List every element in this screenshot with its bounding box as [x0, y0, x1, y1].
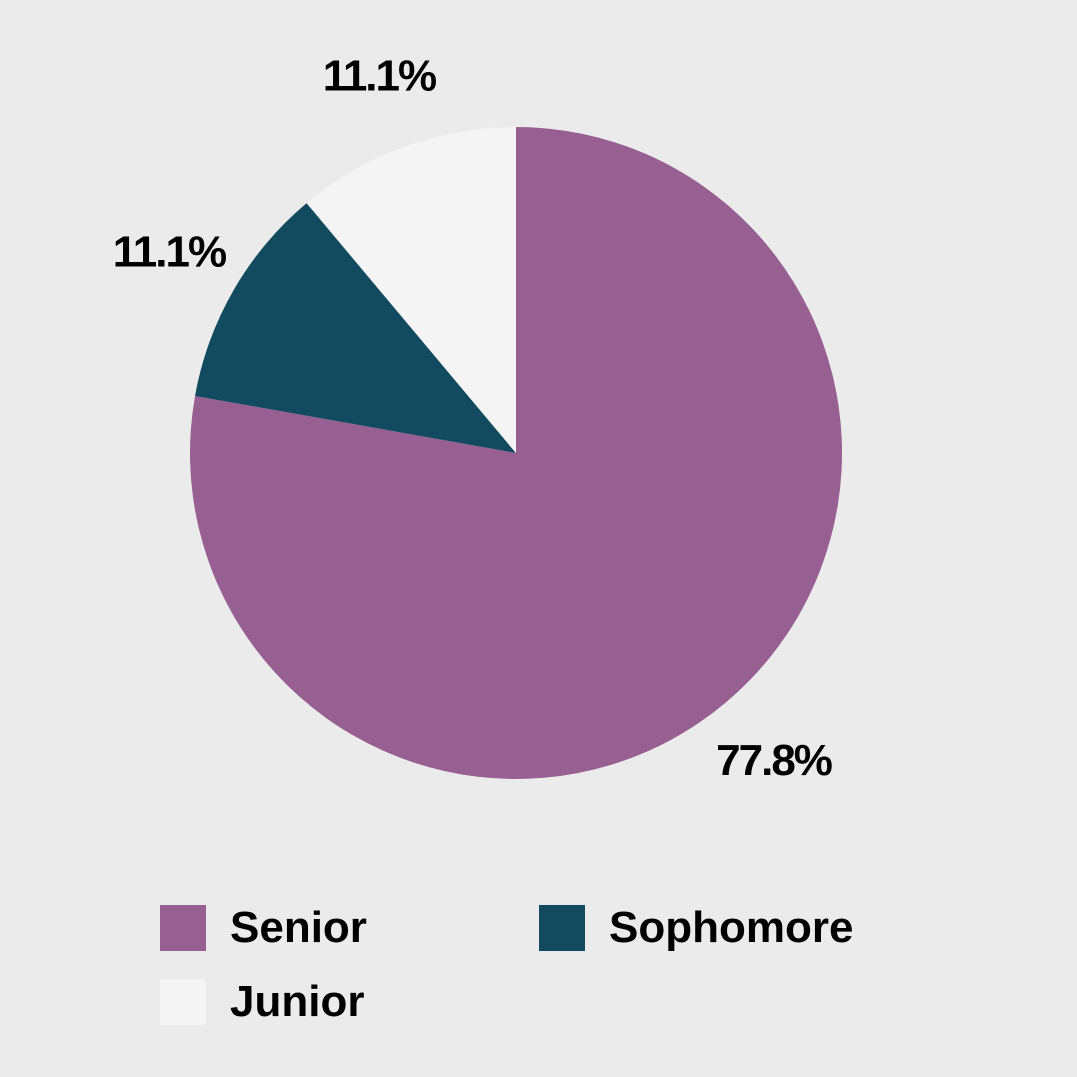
chart-legend: Senior Sophomore Junior — [160, 903, 920, 1034]
pie-slice-labels: 77.8% 11.1% 11.1% — [113, 52, 834, 785]
slice-label-sophomore: 11.1% — [113, 228, 226, 277]
pie-slice-sophomore — [195, 203, 516, 453]
legend-label-sophomore: Sophomore — [609, 903, 854, 952]
pie-chart-svg: 77.8% 11.1% 11.1% — [113, 52, 843, 785]
pie-slice-junior — [306, 127, 516, 453]
legend-label-senior: Senior — [230, 903, 367, 952]
pie-slices — [189, 127, 843, 779]
legend-swatch-sophomore — [539, 905, 585, 951]
legend-label-junior: Junior — [230, 977, 365, 1026]
legend-swatch-junior — [160, 979, 206, 1025]
slice-label-junior: 11.1% — [323, 52, 436, 101]
legend-item-sophomore: Sophomore — [539, 903, 854, 952]
slice-label-senior: 77.8% — [716, 736, 832, 785]
legend-item-junior: Junior — [160, 977, 365, 1026]
legend-item-senior: Senior — [160, 903, 367, 952]
legend-swatch-senior — [160, 905, 206, 951]
